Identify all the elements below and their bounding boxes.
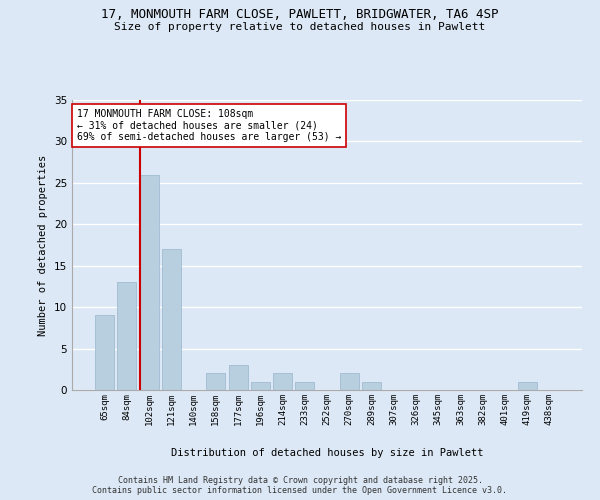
Bar [118, 282, 136, 390]
Bar [362, 382, 381, 390]
Y-axis label: Number of detached properties: Number of detached properties [38, 154, 49, 336]
Text: Contains HM Land Registry data © Crown copyright and database right 2025.
Contai: Contains HM Land Registry data © Crown c… [92, 476, 508, 495]
Bar [518, 382, 536, 390]
Bar [295, 382, 314, 390]
Text: Size of property relative to detached houses in Pawlett: Size of property relative to detached ho… [115, 22, 485, 32]
Bar [206, 374, 225, 390]
Bar [95, 316, 114, 390]
Bar [140, 174, 158, 390]
Text: 17, MONMOUTH FARM CLOSE, PAWLETT, BRIDGWATER, TA6 4SP: 17, MONMOUTH FARM CLOSE, PAWLETT, BRIDGW… [101, 8, 499, 20]
Bar [340, 374, 359, 390]
Text: Distribution of detached houses by size in Pawlett: Distribution of detached houses by size … [171, 448, 483, 458]
Bar [229, 365, 248, 390]
Text: 17 MONMOUTH FARM CLOSE: 108sqm
← 31% of detached houses are smaller (24)
69% of : 17 MONMOUTH FARM CLOSE: 108sqm ← 31% of … [77, 108, 341, 142]
Bar [162, 249, 181, 390]
Bar [273, 374, 292, 390]
Bar [251, 382, 270, 390]
